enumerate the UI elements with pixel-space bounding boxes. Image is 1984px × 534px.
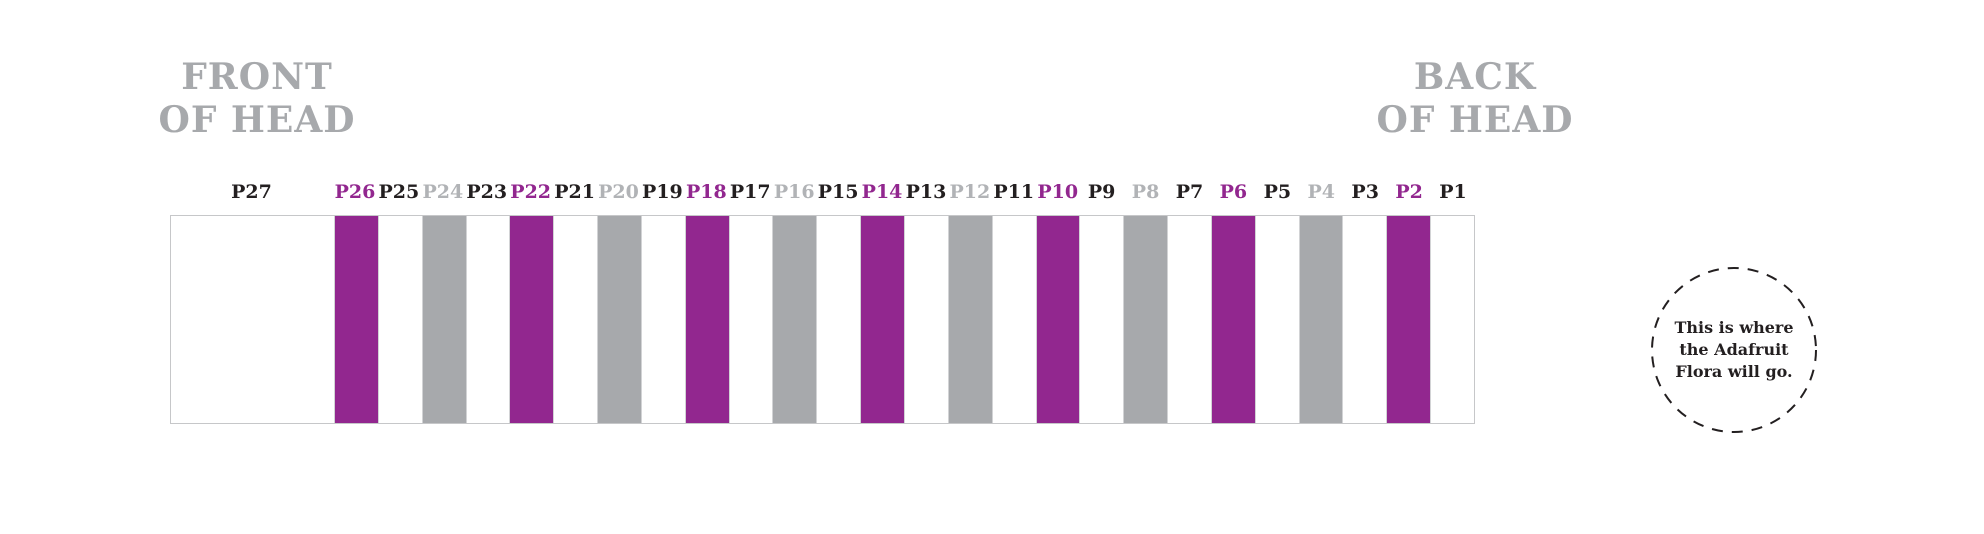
stripe-p9: [1079, 216, 1124, 423]
pin-label-p21: P21: [554, 181, 595, 203]
back-of-head-label: BACK OF HEAD: [1376, 56, 1574, 141]
stripe-p7: [1167, 216, 1211, 423]
stripe-p12: [947, 216, 992, 423]
pin-label-p15: P15: [817, 181, 859, 203]
stripe-p8: [1123, 216, 1168, 423]
pin-label-p13: P13: [905, 181, 947, 203]
stripe-p24: [421, 216, 466, 423]
stripe-p27: [171, 216, 334, 423]
pin-label-p23: P23: [466, 181, 508, 203]
stripe-p10: [1035, 216, 1080, 423]
pin-label-p9: P9: [1087, 181, 1116, 203]
pin-label-p6: P6: [1219, 181, 1248, 203]
pin-label-p7: P7: [1175, 181, 1204, 203]
stripe-p11: [991, 216, 1036, 423]
pin-label-p11: P11: [993, 181, 1035, 203]
stripe-p25: [377, 216, 422, 423]
pin-label-p24: P24: [422, 181, 464, 203]
dashed-circle-icon: [1651, 267, 1817, 433]
pin-label-p2: P2: [1395, 181, 1423, 203]
stripe-p21: [553, 216, 598, 423]
pin-labels-row: P27 P26 P25 P24 P23 P22 P21 P20 P19 P18 P17 P16 P15 P…: [170, 180, 1475, 204]
pin-label-p14: P14: [861, 181, 903, 203]
pin-label-p8: P8: [1131, 181, 1160, 203]
flora-note: This is where the Adafruit Flora will go…: [1648, 264, 1820, 436]
pin-label-p19: P19: [642, 181, 683, 203]
stripe-p5: [1254, 216, 1299, 423]
stripe-p23: [465, 216, 510, 423]
pin-label-p25: P25: [378, 181, 420, 203]
stripe-p13: [903, 216, 948, 423]
pin-label-p22: P22: [510, 181, 552, 203]
pin-label-p18: P18: [685, 181, 727, 203]
front-of-head-label: FRONT OF HEAD: [158, 56, 356, 141]
ribbon-bar: [170, 215, 1475, 424]
pin-label-p20: P20: [598, 181, 639, 203]
flora-note-text: This is where the Adafruit Flora will go…: [1674, 318, 1794, 381]
pin-label-p27: P27: [231, 181, 272, 203]
stripe-p18: [684, 216, 729, 423]
pin-label-p16: P16: [773, 181, 815, 203]
stripe-p16: [772, 216, 817, 423]
stripe-p4: [1298, 216, 1343, 423]
stripe-p20: [597, 216, 641, 423]
stripe-p6: [1210, 216, 1255, 423]
stripe-p19: [640, 216, 685, 423]
stripe-p15: [816, 216, 861, 423]
pin-label-p3: P3: [1351, 181, 1379, 203]
stripe-p3: [1342, 216, 1387, 423]
stripe-p17: [728, 216, 773, 423]
pin-label-p1: P1: [1439, 181, 1467, 203]
pin-label-p17: P17: [729, 181, 771, 203]
stripe-p22: [509, 216, 554, 423]
pin-label-p12: P12: [949, 181, 991, 203]
pin-label-p5: P5: [1263, 181, 1292, 203]
pin-label-p26: P26: [334, 181, 376, 203]
stripe-p26: [334, 216, 378, 423]
stripe-p14: [860, 216, 904, 423]
pin-label-p10: P10: [1037, 181, 1079, 203]
pin-label-p4: P4: [1307, 181, 1335, 203]
stripe-p2: [1386, 216, 1431, 423]
stripe-p1: [1430, 216, 1474, 423]
